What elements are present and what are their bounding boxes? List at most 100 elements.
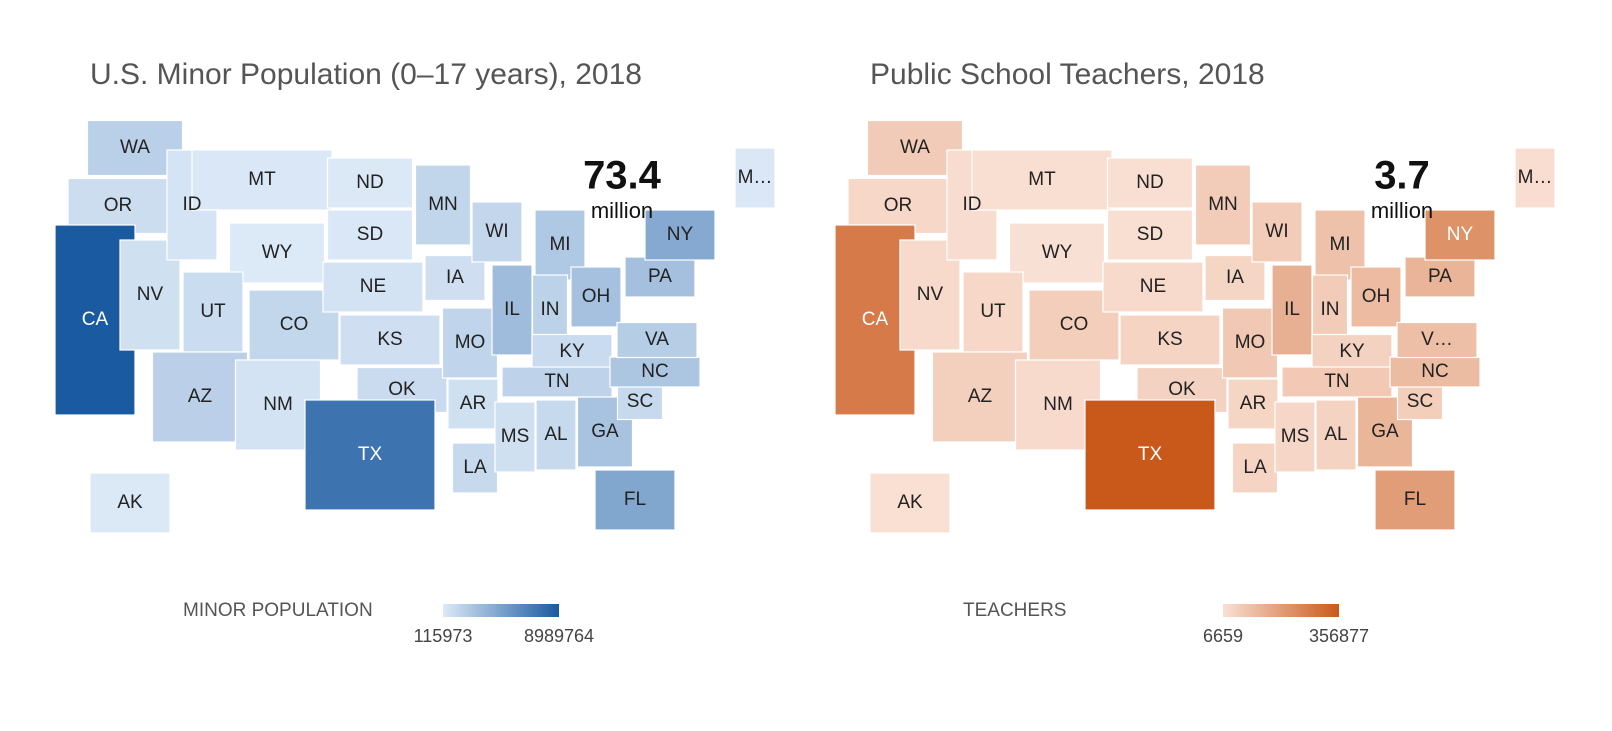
state	[326, 157, 414, 209]
state-label: GA	[1371, 421, 1399, 442]
state-label: IA	[446, 267, 464, 288]
state	[1119, 314, 1221, 366]
state	[847, 177, 949, 235]
headline-unit: million	[1371, 198, 1433, 223]
state-label: NC	[641, 361, 668, 382]
state-label: MN	[428, 194, 458, 215]
state	[1231, 442, 1279, 494]
state-label: OH	[582, 286, 611, 307]
state-label: OK	[1168, 379, 1196, 400]
headline-unit: million	[591, 198, 653, 223]
state-label: SC	[627, 391, 653, 412]
legend-scale	[1223, 604, 1339, 617]
state	[326, 209, 414, 261]
state-label: PA	[648, 266, 672, 287]
state	[1281, 366, 1393, 398]
legend-title: MINOR POPULATION	[183, 600, 373, 621]
state	[322, 261, 424, 313]
state-label: AL	[1324, 424, 1347, 445]
legend-scale	[443, 604, 559, 617]
state-label: NM	[263, 394, 293, 415]
state-label: KY	[559, 341, 585, 362]
state-label: VA	[645, 329, 669, 350]
state-label: OR	[104, 195, 133, 216]
state-label: MT	[1028, 169, 1056, 190]
state-label: CA	[82, 309, 109, 330]
map-title: U.S. Minor Population (0–17 years), 2018	[90, 58, 642, 91]
state-label: OK	[388, 379, 416, 400]
state-label: WY	[262, 242, 293, 263]
state-label: NE	[1140, 276, 1166, 297]
state	[1204, 254, 1266, 302]
state	[1396, 321, 1478, 359]
state-label: MT	[248, 169, 276, 190]
state	[501, 366, 613, 398]
state-label: TN	[1324, 371, 1349, 392]
state-label: WY	[1042, 242, 1073, 263]
state	[734, 147, 776, 209]
state-label: PA	[1428, 266, 1452, 287]
state	[1194, 164, 1252, 246]
state	[304, 399, 436, 511]
state	[531, 333, 613, 371]
state	[1106, 157, 1194, 209]
state	[1311, 274, 1349, 346]
state-label: MS	[501, 426, 530, 447]
state-label: TX	[358, 444, 383, 465]
state-label: WA	[120, 137, 150, 158]
state-label: SD	[1137, 224, 1163, 245]
state-label: M…	[738, 167, 773, 188]
state-label: KY	[1339, 341, 1365, 362]
state	[1008, 222, 1106, 284]
state	[594, 469, 676, 531]
headline-value: 3.7	[1374, 154, 1430, 198]
state-label: WI	[485, 221, 508, 242]
state	[531, 274, 569, 346]
state-label: MO	[455, 332, 486, 353]
state-label: MI	[549, 234, 570, 255]
state-label: KS	[377, 329, 402, 350]
state-label: NY	[667, 224, 694, 245]
state-label: TX	[1138, 444, 1163, 465]
state-label: CA	[862, 309, 889, 330]
state	[182, 271, 244, 353]
state	[616, 321, 698, 359]
state	[191, 149, 333, 211]
state-label: AZ	[188, 386, 213, 407]
map: U.S. Minor Population (0–17 years), 2018…	[54, 58, 776, 646]
state-label: OH	[1362, 286, 1391, 307]
state-label: NM	[1043, 394, 1073, 415]
state-label: GA	[591, 421, 619, 442]
state	[570, 266, 622, 328]
state-label: TN	[544, 371, 569, 392]
state	[228, 222, 326, 284]
map: Public School Teachers, 2018 WA OR CA NV ID MT…	[834, 58, 1556, 646]
state-label: LA	[1243, 457, 1267, 478]
state-label: IN	[1321, 299, 1340, 320]
state	[1271, 264, 1313, 356]
state	[67, 177, 169, 235]
state	[339, 314, 441, 366]
state-label: SC	[1407, 391, 1433, 412]
state-label: OR	[884, 195, 913, 216]
state	[1221, 307, 1279, 379]
state-label: IN	[541, 299, 560, 320]
state	[616, 383, 664, 421]
state	[644, 209, 716, 261]
state-label: NE	[360, 276, 386, 297]
headline-value: 73.4	[583, 154, 662, 198]
state	[441, 307, 499, 379]
state	[1274, 401, 1316, 473]
state	[1514, 147, 1556, 209]
state-label: AR	[1240, 393, 1266, 414]
legend-max: 356877	[1309, 626, 1369, 646]
state	[1311, 333, 1393, 371]
state-label: ID	[183, 194, 202, 215]
state-label: LA	[463, 457, 487, 478]
state	[535, 399, 577, 471]
state-label: NV	[917, 284, 944, 305]
state-label: M…	[1518, 167, 1553, 188]
state-label: FL	[624, 489, 646, 510]
legend-min: 115973	[414, 626, 473, 646]
map-title: Public School Teachers, 2018	[870, 58, 1265, 91]
